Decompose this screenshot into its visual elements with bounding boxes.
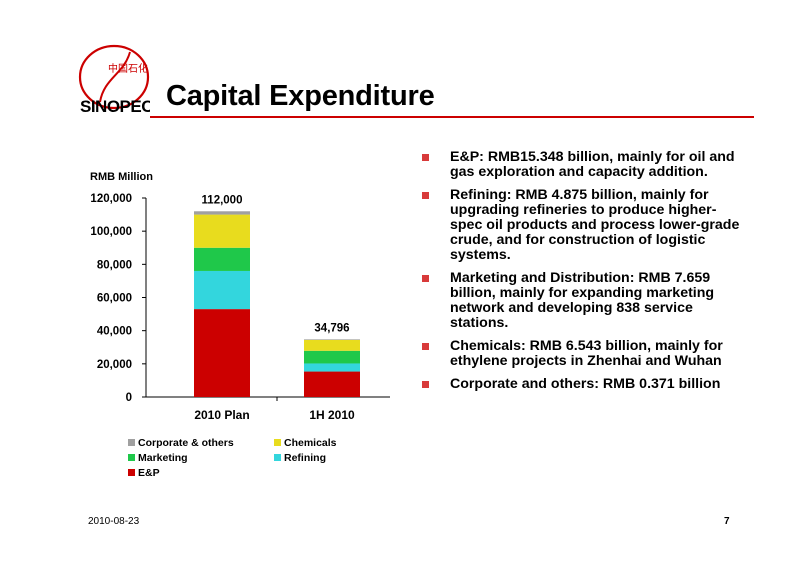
legend-item-ep: E&P bbox=[128, 466, 160, 480]
bar-segment-corporate-others bbox=[304, 339, 360, 340]
svg-text:SINOPEC: SINOPEC bbox=[80, 97, 150, 116]
y-tick-label: 80,000 bbox=[97, 259, 132, 271]
legend-label: E&P bbox=[138, 467, 160, 479]
y-tick-label: 100,000 bbox=[90, 226, 132, 238]
legend-label: Corporate & others bbox=[138, 437, 234, 449]
total-data-label: 112,000 bbox=[202, 194, 243, 206]
capex-stacked-bar-chart: RMB Million 0 20,000 40,000 60,000 80,000 100… bbox=[90, 171, 390, 422]
bullet-ep: E&P: RMB15.348 billion, mainly for oil a… bbox=[422, 150, 742, 180]
bullet-refining: Refining: RMB 4.875 billion, mainly for … bbox=[422, 188, 742, 263]
svg-text:中国石化: 中国石化 bbox=[108, 62, 148, 75]
y-tick-label: 0 bbox=[126, 392, 132, 404]
y-axis-title: RMB Million bbox=[90, 171, 153, 183]
bar-stacks bbox=[194, 211, 360, 397]
legend-label: Marketing bbox=[138, 452, 188, 464]
legend-item-refining: Refining bbox=[274, 451, 326, 465]
legend-swatch bbox=[128, 454, 135, 461]
bar-segment-refining bbox=[194, 270, 250, 310]
bullet-chemicals: Chemicals: RMB 6.543 billion, mainly for… bbox=[422, 339, 742, 369]
legend-swatch bbox=[274, 454, 281, 461]
bullet-square-icon bbox=[422, 381, 429, 388]
page-title: Capital Expenditure bbox=[166, 80, 435, 112]
bar-segment-e-p bbox=[194, 309, 250, 397]
sinopec-logo: 中国石化 SINOPEC bbox=[78, 44, 154, 118]
capex-breakdown-list: E&P: RMB15.348 billion, mainly for oil a… bbox=[422, 150, 742, 400]
page-number: 7 bbox=[724, 516, 730, 527]
y-tick-label: 20,000 bbox=[97, 359, 132, 371]
bar-segment-chemicals bbox=[304, 339, 360, 351]
bar-segment-e-p bbox=[304, 371, 360, 397]
bullet-marketing: Marketing and Distribution: RMB 7.659 bi… bbox=[422, 271, 742, 331]
bullet-square-icon bbox=[422, 275, 429, 282]
y-tick-label: 40,000 bbox=[97, 326, 132, 338]
bullet-corporate: Corporate and others: RMB 0.371 billion bbox=[422, 377, 742, 392]
y-tick-label: 120,000 bbox=[90, 193, 132, 205]
y-tick-label: 60,000 bbox=[97, 293, 132, 305]
footer-date: 2010-08-23 bbox=[88, 516, 140, 527]
legend-label: Refining bbox=[284, 452, 326, 464]
legend-item-marketing: Marketing bbox=[128, 451, 188, 465]
x-tick-label: 2010 Plan bbox=[194, 408, 249, 422]
legend-item-corporate: Corporate & others bbox=[128, 436, 234, 450]
chart-labels: 0 20,000 40,000 60,000 80,000 100,000 120,000 1… bbox=[90, 193, 355, 422]
title-divider bbox=[150, 116, 754, 118]
legend-swatch bbox=[128, 439, 135, 446]
bullet-square-icon bbox=[422, 343, 429, 350]
bullet-square-icon bbox=[422, 154, 429, 161]
bar-segment-refining bbox=[304, 363, 360, 372]
legend-item-chemicals: Chemicals bbox=[274, 436, 337, 450]
bar-segment-marketing bbox=[194, 247, 250, 271]
x-tick-label: 1H 2010 bbox=[309, 408, 355, 422]
bullet-square-icon bbox=[422, 192, 429, 199]
legend-label: Chemicals bbox=[284, 437, 337, 449]
bar-segment-marketing bbox=[304, 350, 360, 364]
total-data-label: 34,796 bbox=[314, 322, 349, 334]
legend-swatch bbox=[128, 469, 135, 476]
bar-segment-corporate-others bbox=[194, 211, 250, 215]
bar-segment-chemicals bbox=[194, 214, 250, 248]
legend-swatch bbox=[274, 439, 281, 446]
